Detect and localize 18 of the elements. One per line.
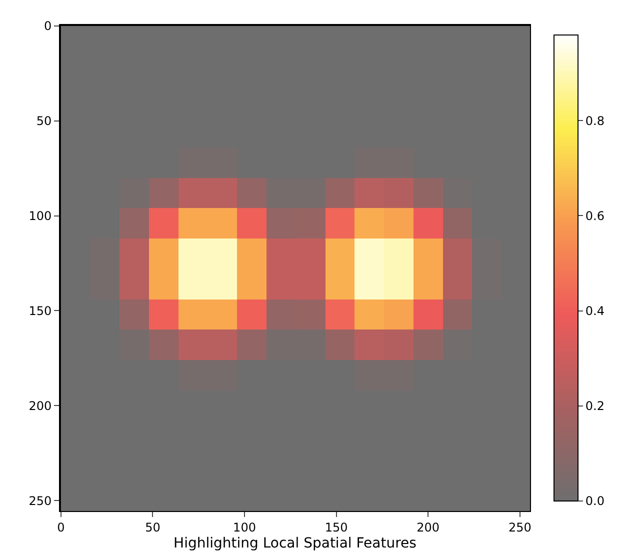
- y-tick-label: 50: [36, 114, 52, 128]
- y-tick-label: 200: [28, 398, 52, 413]
- x-tick-label: 100: [233, 520, 256, 534]
- x-tick-label: 50: [145, 520, 160, 534]
- x-tick-label: 250: [508, 520, 532, 534]
- color-bar-label: 0.6: [585, 208, 604, 223]
- x-tick-label: 200: [416, 520, 440, 534]
- y-tick-label: 100: [28, 208, 52, 223]
- y-tick-label: 0: [44, 19, 52, 34]
- y-tick-label: 150: [28, 304, 52, 318]
- color-bar-label: 0.4: [585, 304, 604, 318]
- color-bar-label: 0.8: [585, 114, 604, 128]
- y-tick-label: 250: [28, 494, 52, 508]
- x-axis-title: Highlighting Local Spatial Features: [174, 536, 416, 552]
- x-tick-label: 0: [57, 520, 65, 534]
- x-tick-label: 150: [324, 520, 348, 534]
- color-bar-label: 0.2: [585, 399, 604, 414]
- color-bar-label: 0.0: [585, 494, 604, 508]
